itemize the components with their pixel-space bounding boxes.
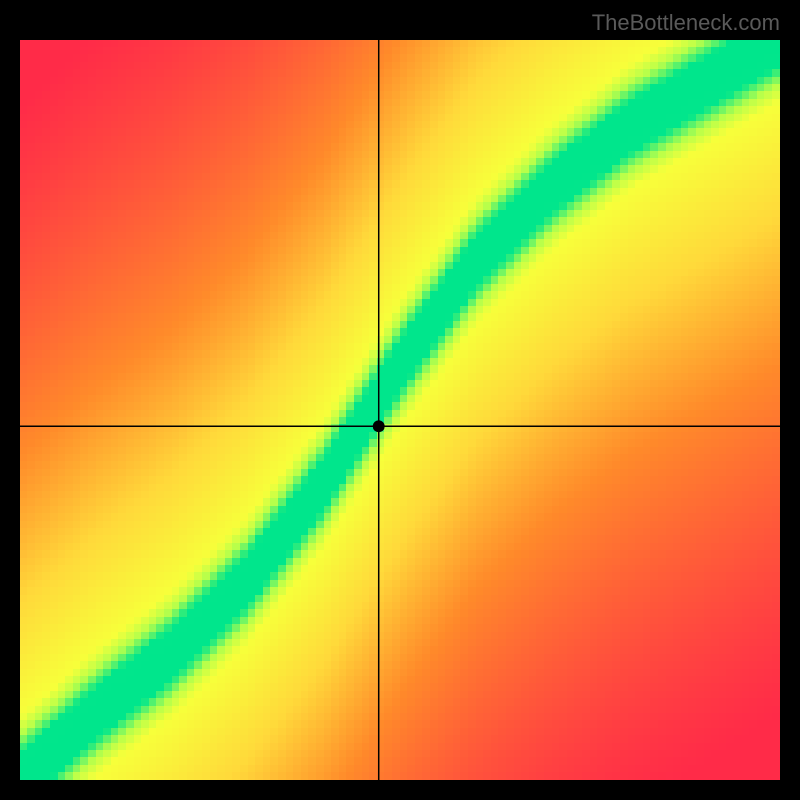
heatmap-canvas	[20, 40, 780, 780]
bottleneck-heatmap-chart	[20, 40, 780, 780]
watermark-text: TheBottleneck.com	[592, 10, 780, 36]
